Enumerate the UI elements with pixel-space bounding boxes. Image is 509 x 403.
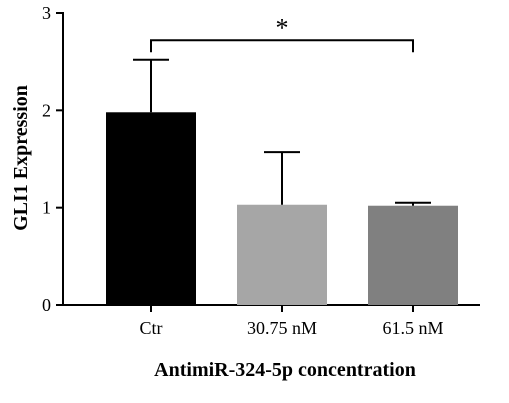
x-tick-label: Ctr	[139, 318, 162, 338]
significance-bracket-line	[150, 39, 414, 53]
x-tick-label: 61.5 nM	[382, 318, 443, 338]
error-bars	[133, 58, 431, 206]
y-tick-label: 1	[42, 198, 51, 218]
y-tick-label: 2	[42, 100, 51, 120]
bar	[106, 112, 196, 305]
y-tick-label: 0	[42, 295, 51, 315]
significance-star: *	[276, 13, 289, 42]
bars	[106, 112, 458, 305]
significance-bracket: *	[150, 13, 414, 53]
x-ticks: Ctr 30.75 nM 61.5 nM	[139, 305, 444, 338]
bar	[368, 205, 458, 305]
bar	[237, 204, 327, 305]
y-tick-label: 3	[42, 3, 51, 23]
x-tick-label: 30.75 nM	[247, 318, 317, 338]
x-axis-title: AntimiR-324-5p concentration	[154, 359, 416, 381]
y-ticks: 0 1 2 3	[42, 3, 63, 315]
y-axis-title: GLI1 Expression	[10, 85, 32, 231]
